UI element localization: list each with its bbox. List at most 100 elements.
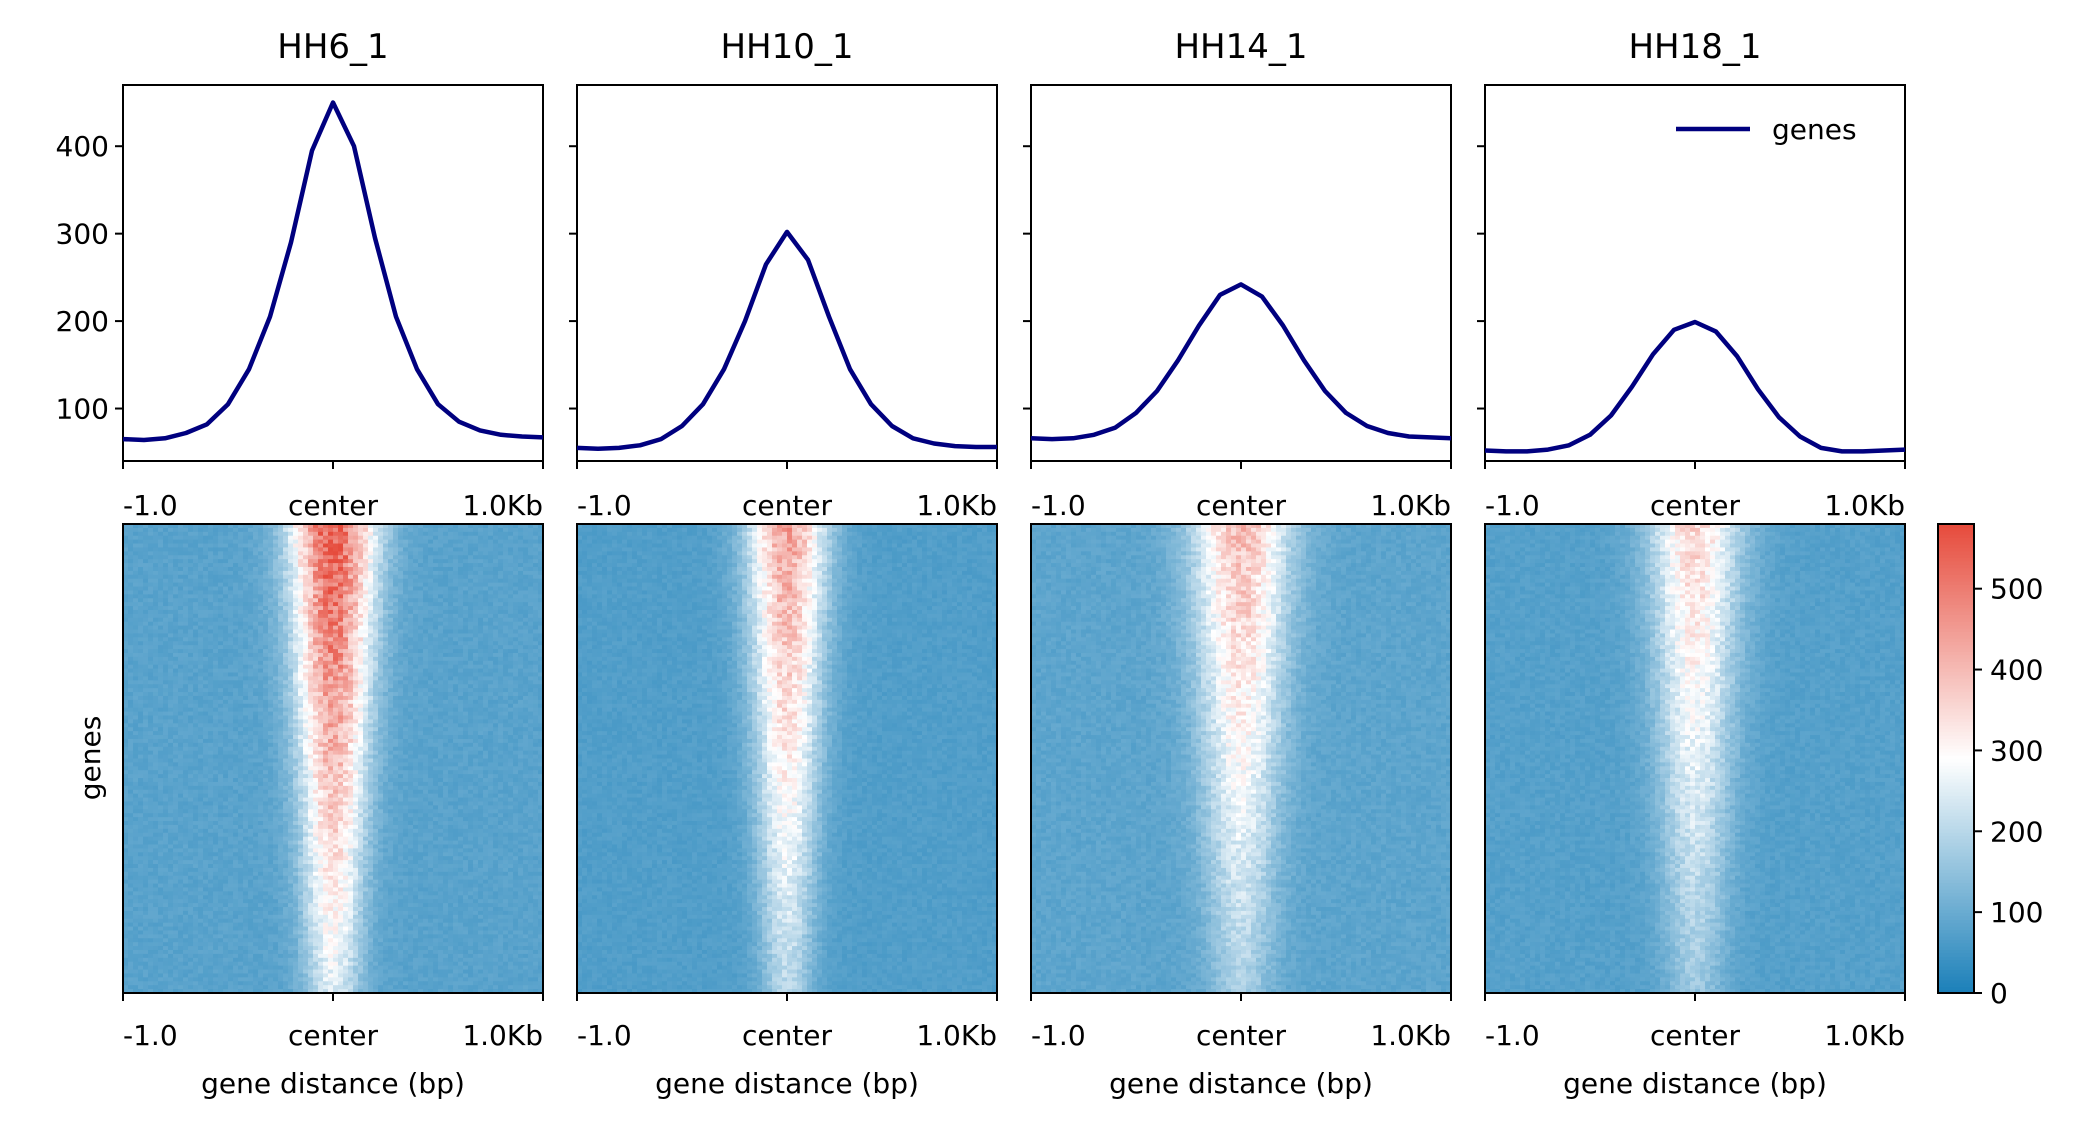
heat-cell xyxy=(283,618,289,623)
heat-cell xyxy=(338,587,344,592)
heat-cell xyxy=(143,575,149,580)
heat-cell xyxy=(388,532,394,537)
heat-cell xyxy=(233,559,239,564)
heat-cell xyxy=(418,618,424,623)
heat-cell xyxy=(393,547,399,552)
heat-cell xyxy=(343,590,349,595)
heat-cell xyxy=(333,669,339,674)
heat-cell xyxy=(273,610,279,615)
heat-cell xyxy=(478,673,484,678)
heat-cell xyxy=(503,684,509,689)
heat-cell xyxy=(243,536,249,541)
heat-cell xyxy=(488,555,494,560)
heat-cell xyxy=(383,563,389,568)
heat-cell xyxy=(423,610,429,615)
heat-cell xyxy=(378,606,384,611)
heat-cell xyxy=(348,622,354,627)
heat-cell xyxy=(273,559,279,564)
heat-cell xyxy=(493,602,499,607)
profile-frame xyxy=(123,85,543,461)
heat-cell xyxy=(363,676,369,681)
heat-cell xyxy=(348,665,354,670)
heat-cell xyxy=(283,649,289,654)
heat-cell xyxy=(288,555,294,560)
heat-cell xyxy=(263,575,269,580)
heat-cell xyxy=(273,657,279,662)
heat-cell xyxy=(518,551,524,556)
heat-cell xyxy=(253,590,259,595)
heat-cell xyxy=(488,649,494,654)
heat-cell xyxy=(203,590,209,595)
heat-cell xyxy=(458,712,464,717)
heat-cell xyxy=(373,696,379,701)
heat-cell xyxy=(303,547,309,552)
heat-cell xyxy=(228,716,234,721)
heat-cell xyxy=(198,559,204,564)
heat-cell xyxy=(473,637,479,642)
heat-cell xyxy=(508,704,514,709)
heat-cell xyxy=(518,587,524,592)
heat-cell xyxy=(508,598,514,603)
heat-cell xyxy=(298,598,304,603)
heat-cell xyxy=(508,673,514,678)
heat-cell xyxy=(408,673,414,678)
heat-cell xyxy=(418,551,424,556)
heat-cell xyxy=(428,547,434,552)
heat-cell xyxy=(168,684,174,689)
heat-cell xyxy=(513,688,519,693)
heat-cell xyxy=(468,563,474,568)
heat-cell xyxy=(473,680,479,685)
heat-cell xyxy=(223,684,229,689)
heat-cell xyxy=(533,669,539,674)
heat-cell xyxy=(448,606,454,611)
heat-cell xyxy=(523,630,529,635)
heat-cell xyxy=(163,661,169,666)
heat-cell xyxy=(463,594,469,599)
heat-cell xyxy=(163,610,169,615)
heat-cell xyxy=(223,547,229,552)
heat-cell xyxy=(473,645,479,650)
heat-cell xyxy=(313,536,319,541)
heat-cell xyxy=(533,547,539,552)
heat-cell xyxy=(258,622,264,627)
heat-cell xyxy=(383,571,389,576)
heat-cell xyxy=(308,536,314,541)
heat-cell xyxy=(478,696,484,701)
heat-cell xyxy=(468,665,474,670)
heat-cell xyxy=(353,583,359,588)
heat-cell xyxy=(323,540,329,545)
heat-cell xyxy=(338,712,344,717)
heat-cell xyxy=(233,626,239,631)
heat-cell xyxy=(323,684,329,689)
heat-cell xyxy=(528,606,534,611)
heat-cell xyxy=(278,661,284,666)
heat-cell xyxy=(403,587,409,592)
heat-cell xyxy=(418,559,424,564)
heat-cell xyxy=(138,598,144,603)
heat-cell xyxy=(158,532,164,537)
heat-cell xyxy=(468,614,474,619)
heat-cell xyxy=(168,665,174,670)
heat-cell xyxy=(463,590,469,595)
heat-cell xyxy=(208,579,214,584)
heat-cell xyxy=(343,669,349,674)
heat-cell xyxy=(423,555,429,560)
heat-cell xyxy=(143,598,149,603)
heat-cell xyxy=(128,544,134,549)
heat-cell xyxy=(353,692,359,697)
heat-cell xyxy=(378,704,384,709)
heat-cell xyxy=(163,598,169,603)
heat-cell xyxy=(263,708,269,713)
heat-cell xyxy=(208,716,214,721)
heat-cell xyxy=(283,528,289,533)
heat-cell xyxy=(138,716,144,721)
heat-cell xyxy=(203,563,209,568)
heat-cell xyxy=(143,641,149,646)
heat-cell xyxy=(328,610,334,615)
heat-cell xyxy=(378,708,384,713)
heat-cell xyxy=(328,614,334,619)
heat-cell xyxy=(293,547,299,552)
heat-cell xyxy=(128,536,134,541)
heat-cell xyxy=(243,653,249,658)
heat-cell xyxy=(228,602,234,607)
